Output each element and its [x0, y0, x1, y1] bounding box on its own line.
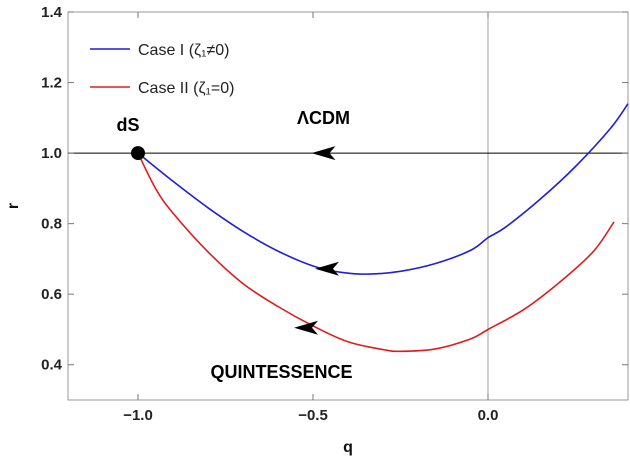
series-1-line: [137, 103, 629, 275]
x-tick-label: −1.0: [123, 407, 153, 424]
ds-label: dS: [116, 115, 139, 135]
series-2-line: [137, 152, 615, 353]
y-tick-label: 1.0: [41, 145, 62, 162]
x-axis-label: q: [343, 439, 353, 456]
y-tick-label: 1.2: [41, 75, 62, 92]
y-tick-label: 0.4: [41, 357, 63, 374]
legend-label-case-1: Case I (ζ₁≠0): [138, 42, 229, 59]
y-tick-label: 0.6: [41, 286, 62, 303]
legend-label-case-2: Case II (ζ₁=0): [138, 80, 234, 97]
annotation-1: ΛCDM: [297, 108, 350, 128]
annotation-2: QUINTESSENCE: [210, 362, 352, 382]
direction-arrow-2: [315, 261, 339, 276]
y-tick-label: 1.4: [41, 4, 63, 21]
legend: Case I (ζ₁≠0) Case II (ζ₁=0): [90, 42, 234, 97]
y-axis-label: r: [5, 203, 22, 209]
x-tick-label: 0.0: [478, 407, 499, 424]
ds-point: [131, 146, 145, 161]
direction-arrow-1: [311, 146, 336, 161]
direction-arrow-3: [294, 320, 318, 335]
x-tick-label: −0.5: [298, 407, 328, 424]
plot-frame: [67, 11, 629, 401]
y-tick-label: 0.8: [41, 216, 62, 233]
